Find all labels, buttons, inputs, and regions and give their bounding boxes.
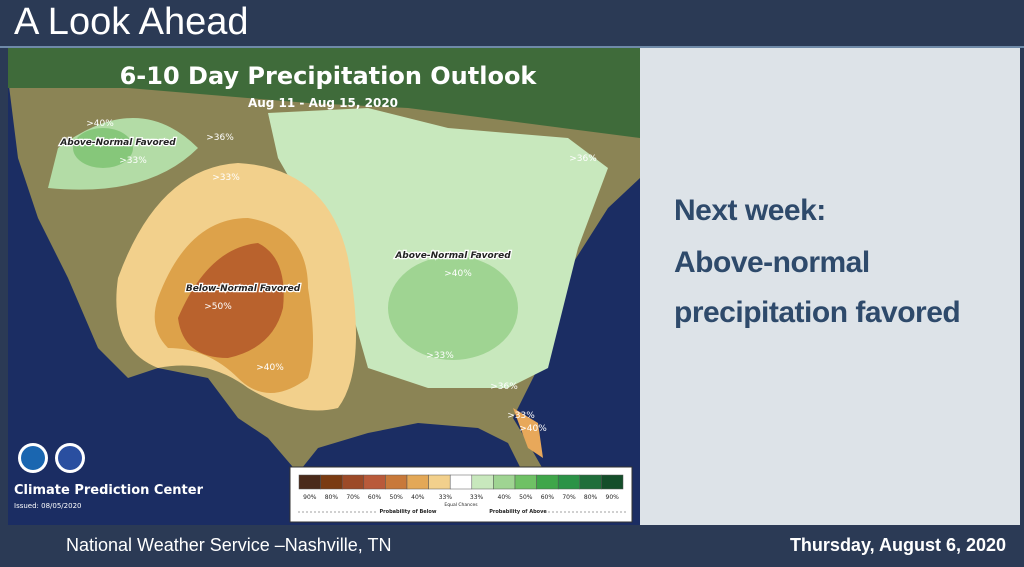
map-label: >36% <box>569 154 597 164</box>
map-label: >33% <box>119 156 147 166</box>
map-subtitle: Aug 11 - Aug 15, 2020 <box>248 96 398 110</box>
legend-level: 60% <box>368 494 382 501</box>
legend-level: 70% <box>346 494 360 501</box>
legend-swatch <box>341 474 365 490</box>
map-label: >36% <box>490 382 518 392</box>
legend-swatch <box>601 474 624 490</box>
map-label: >33% <box>212 173 240 183</box>
legend-level: 80% <box>325 494 339 501</box>
legend-swatch <box>579 474 602 490</box>
legend-swatch <box>536 474 559 490</box>
legend-level: 50% <box>390 494 404 501</box>
side-line: precipitation favored <box>674 296 961 329</box>
footer-right: Thursday, August 6, 2020 <box>789 535 1006 555</box>
legend-swatch <box>493 474 516 490</box>
map-label: Above-Normal Favored <box>59 138 176 148</box>
legend-level: 33% <box>439 494 453 501</box>
legend-level: 90% <box>606 494 620 501</box>
legend-swatch <box>298 474 321 490</box>
legend-level: 70% <box>562 494 576 501</box>
legend-equal: Equal Chances <box>444 502 478 508</box>
map-label: >33% <box>426 351 454 361</box>
footer: National Weather Service –Nashville, TN … <box>0 525 1024 567</box>
map-label: >40% <box>256 363 284 373</box>
map-label: >36% <box>206 133 234 143</box>
issued: Issued: 08/05/2020 <box>14 502 81 510</box>
side-line: Above-normal <box>674 246 870 279</box>
agency: Climate Prediction Center <box>14 483 204 498</box>
legend-level: 33% <box>470 494 484 501</box>
side-panel: Next week: Above-normal precipitation fa… <box>640 48 1020 525</box>
legend-level: 60% <box>541 494 555 501</box>
legend-swatch <box>385 474 408 490</box>
legend: 90% 80% 70% 60% 50% 40% 33% 33% 40% 50% 60% 70% 80% 9… <box>298 474 626 515</box>
legend-swatch <box>406 474 429 490</box>
footer-left: National Weather Service –Nashville, TN <box>66 535 392 555</box>
legend-swatch <box>557 474 581 490</box>
side-line: Next week: <box>674 194 826 227</box>
map-label: >33% <box>507 411 535 421</box>
legend-above: Probability of Above <box>489 509 547 515</box>
map-label: >50% <box>204 302 232 312</box>
legend-below: Probability of Below <box>380 509 437 515</box>
legend-swatch <box>320 474 343 490</box>
legend-swatch <box>428 474 451 490</box>
legend-swatch <box>514 474 537 490</box>
legend-level: 40% <box>411 494 425 501</box>
map-label: >40% <box>444 269 472 279</box>
map-label: Above-Normal Favored <box>394 251 511 261</box>
map-label: Below-Normal Favored <box>186 284 301 294</box>
legend-level: 50% <box>519 494 533 501</box>
slide-title: A Look Ahead <box>14 1 249 43</box>
legend-swatch <box>363 474 386 490</box>
legend-level: 40% <box>498 494 512 501</box>
header: A Look Ahead <box>0 0 1024 48</box>
legend-swatch <box>449 474 473 490</box>
map-title: 6-10 Day Precipitation Outlook <box>120 62 538 90</box>
legend-level: 80% <box>584 494 598 501</box>
map-label: >40% <box>519 424 547 434</box>
map-label: >40% <box>86 119 114 129</box>
legend-level: 90% <box>303 494 317 501</box>
outlook-map: 6-10 Day Precipitation Outlook Aug 11 - … <box>8 48 640 525</box>
legend-swatch <box>471 474 494 490</box>
